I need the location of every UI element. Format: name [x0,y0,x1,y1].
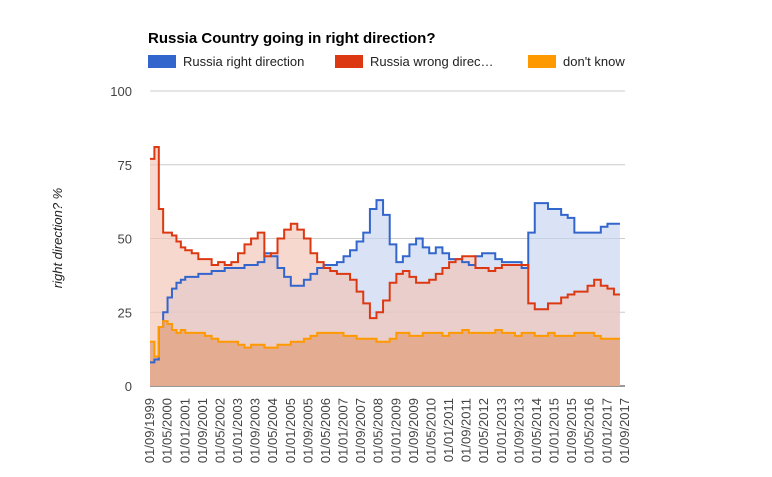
y-tick-label: 100 [110,84,132,99]
x-tick-label: 01/09/2007 [353,398,368,463]
legend-label: Russia right direction [183,54,304,69]
x-tick-label: 01/01/2017 [599,398,614,463]
x-tick-label: 01/01/2009 [388,398,403,463]
x-tick-label: 01/01/2001 [177,398,192,463]
legend-label: Russia wrong direc… [370,54,494,69]
y-tick-label: 75 [118,158,132,173]
y-axis: 0 25 50 75 100 [110,84,132,394]
y-tick-label: 0 [125,379,132,394]
x-tick-label: 01/05/2010 [423,398,438,463]
x-tick-label: 01/09/2013 [511,398,526,463]
series-area [150,147,620,386]
legend-label: don't know [563,54,625,69]
legend-swatch [528,55,556,68]
y-tick-label: 25 [118,305,132,320]
x-tick-label: 01/05/2012 [476,398,491,463]
x-tick-label: 01/09/2015 [564,398,579,463]
x-axis: 01/09/1999 01/05/2000 01/01/2001 01/09/2001… [142,398,632,463]
x-tick-label: 01/05/2016 [582,398,597,463]
x-tick-label: 01/01/2013 [494,398,509,463]
plot-area [150,147,620,386]
x-tick-label: 01/09/1999 [142,398,157,463]
x-tick-label: 01/09/2009 [406,398,421,463]
chart-title: Russia Country going in right direction? [148,30,436,47]
x-tick-label: 01/01/2005 [283,398,298,463]
x-tick-label: 01/01/2003 [230,398,245,463]
x-tick-label: 01/01/2011 [441,398,456,462]
x-tick-label: 01/05/2008 [371,398,386,463]
x-tick-label: 01/05/2002 [212,398,227,463]
series-line [150,146,620,320]
x-tick-label: 01/09/2001 [195,398,210,463]
chart-legend: Russia right direction Russia wrong direc… [148,54,625,69]
x-tick-label: 01/05/2004 [265,398,280,463]
x-tick-label: 01/09/2017 [617,398,632,463]
y-tick-label: 50 [118,232,132,247]
series-lines [150,146,620,364]
y-axis-label: right direction? % [50,188,65,288]
x-tick-label: 01/09/2003 [248,398,263,463]
x-tick-label: 01/05/2014 [529,398,544,463]
x-tick-label: 01/05/2000 [160,398,175,463]
x-tick-label: 01/05/2006 [318,398,333,463]
x-tick-label: 01/09/2005 [300,398,315,463]
legend-swatch [148,55,176,68]
series-line [150,199,620,364]
x-tick-label: 01/01/2007 [336,398,351,463]
series-line [150,320,620,358]
legend-swatch [335,55,363,68]
x-tick-label: 01/01/2015 [547,398,562,463]
series-area [150,321,620,386]
x-tick-label: 01/09/2011 [459,398,474,462]
